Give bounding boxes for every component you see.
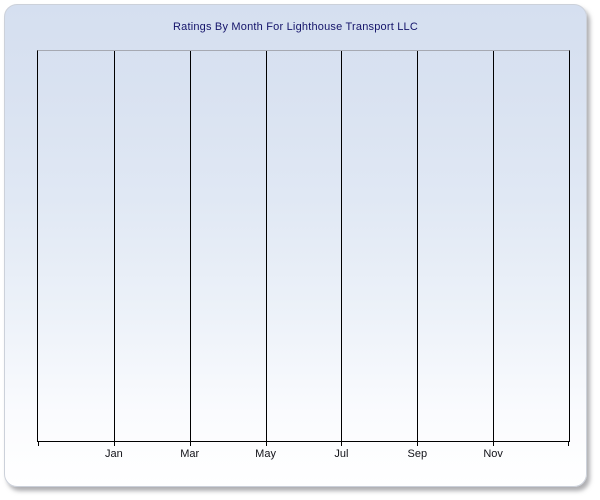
tick-mark bbox=[341, 441, 343, 446]
gridline bbox=[113, 51, 115, 441]
x-axis-label: Mar bbox=[180, 448, 200, 460]
tick-mark bbox=[113, 441, 115, 446]
gridline bbox=[189, 51, 191, 441]
gridline bbox=[493, 51, 495, 441]
gridline bbox=[265, 51, 267, 441]
tick-mark bbox=[568, 441, 569, 446]
tick-mark bbox=[38, 441, 39, 446]
x-axis-label: Nov bbox=[483, 448, 503, 460]
x-axis-label: Sep bbox=[407, 448, 428, 460]
x-axis-label: Jul bbox=[334, 448, 349, 460]
x-axis-label: May bbox=[255, 448, 276, 460]
gridline bbox=[417, 51, 419, 441]
tick-mark bbox=[417, 441, 419, 446]
tick-mark bbox=[493, 441, 495, 446]
chart-title: Ratings By Month For Lighthouse Transpor… bbox=[172, 21, 418, 33]
gridline bbox=[341, 51, 343, 441]
plot-area: Jan Mar May Jul Sep Nov bbox=[37, 50, 570, 460]
tick-mark bbox=[265, 441, 267, 446]
tick-mark bbox=[189, 441, 191, 446]
chart-panel: Ratings By Month For Lighthouse Transpor… bbox=[4, 4, 587, 487]
x-axis-label: Jan bbox=[104, 448, 123, 460]
